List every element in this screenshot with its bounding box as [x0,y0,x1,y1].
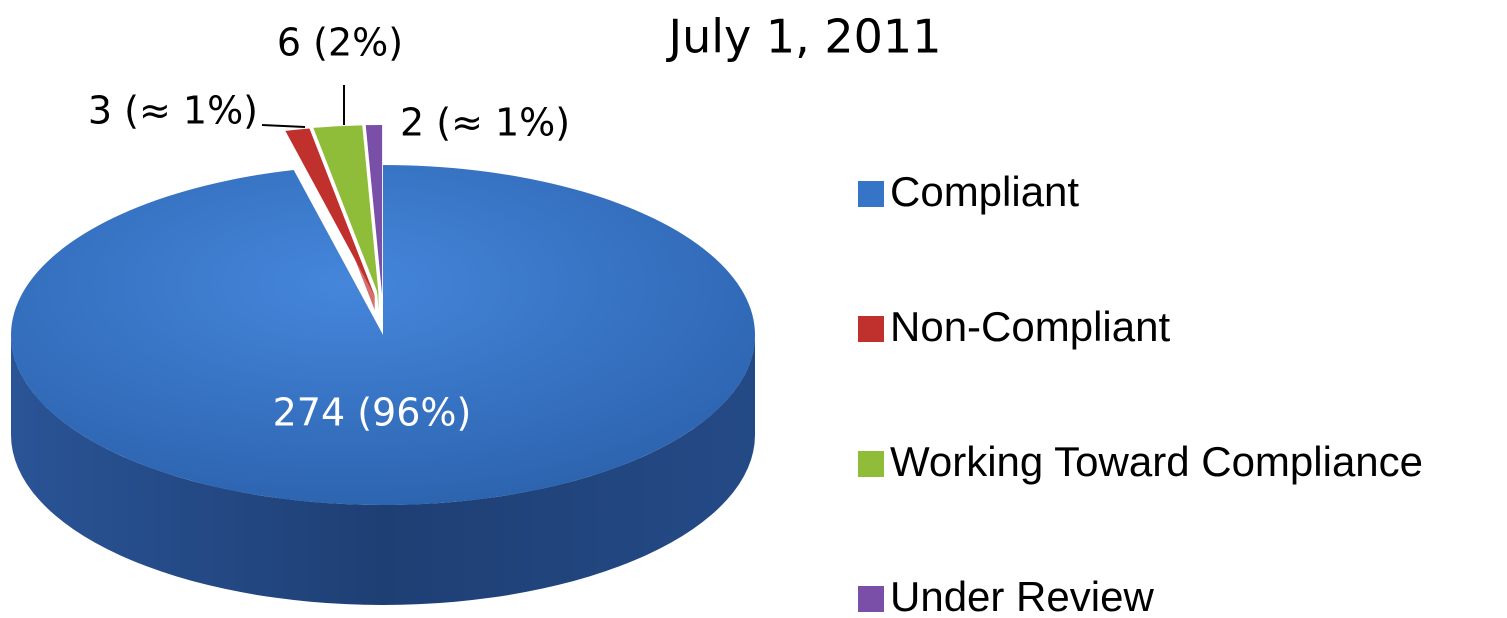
slice [10,165,755,505]
slice [313,125,379,296]
legend-label: Compliant [890,168,1079,215]
slice-side [11,335,755,605]
data-label: 6 (2%) [277,21,403,65]
legend-swatch [858,181,884,207]
pie [10,125,755,605]
legend-label: Working Toward Compliance [890,438,1423,485]
chart-title: July 1, 2011 [666,10,942,64]
legend-label: Under Review [890,573,1154,618]
legend-label: Non-Compliant [890,303,1170,350]
slice [285,128,375,296]
slice [365,125,383,296]
data-label: 274 (96%) [273,391,472,435]
legend-swatch [858,316,884,342]
data-label: 3 (≈ 1%) [88,89,258,133]
legend-swatch [858,451,884,477]
legend: Compliant Non-Compliant Working Toward Com… [858,168,1423,618]
leader-line [261,124,306,128]
labels: 274 (96%) 3 (≈ 1%) 6 (2%) 2 (≈ 1%) [88,21,570,435]
data-label: 2 (≈ 1%) [400,101,570,145]
legend-swatch [858,586,884,612]
